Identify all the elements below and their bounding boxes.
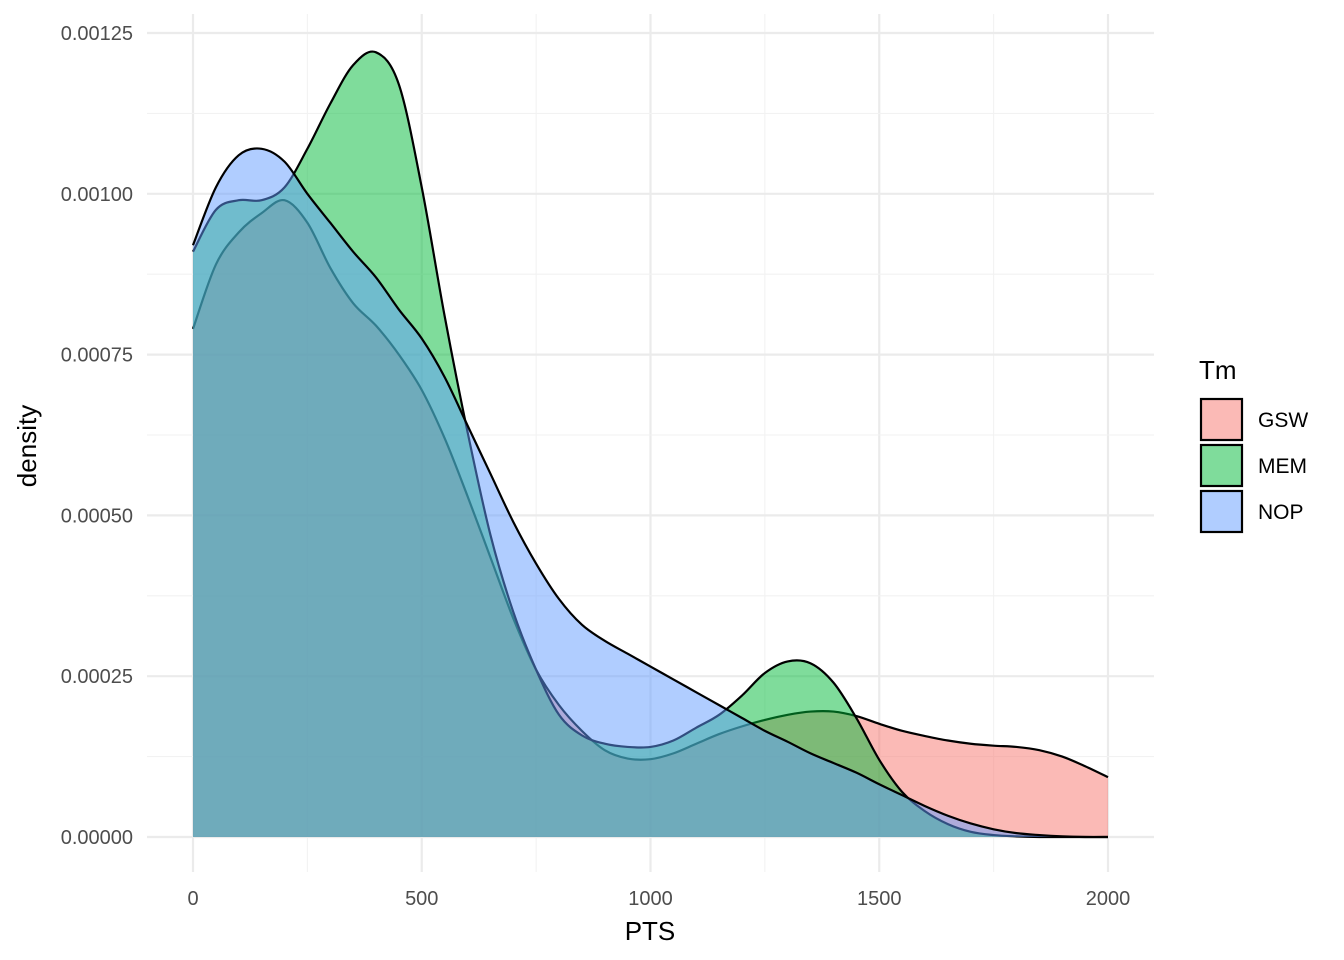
density-area-nop — [193, 148, 1108, 838]
x-tick-label: 500 — [405, 888, 438, 910]
y-tick-label: 0.00100 — [61, 184, 133, 206]
x-axis-title: PTS — [625, 916, 676, 946]
y-tick-label: 0.00000 — [61, 827, 133, 849]
legend: Tm GSW MEM NOP — [1199, 355, 1308, 534]
y-tick-label: 0.00075 — [61, 345, 133, 367]
x-tick-label: 1000 — [628, 888, 673, 910]
x-tick-label: 0 — [187, 888, 198, 910]
legend-title: Tm — [1199, 355, 1237, 385]
y-axis-title: density — [12, 405, 42, 487]
legend-key-mem — [1199, 443, 1244, 488]
x-tick-label: 2000 — [1086, 888, 1131, 910]
y-tick-label: 0.00125 — [61, 23, 133, 45]
legend-key-nop — [1199, 489, 1244, 534]
legend-label-mem: MEM — [1258, 455, 1307, 478]
y-tick-label: 0.00050 — [61, 505, 133, 527]
legend-key-gsw — [1199, 397, 1244, 442]
y-tick-label: 0.00025 — [61, 666, 133, 688]
density-line-nop — [191, 147, 1109, 839]
x-axis-tick-labels: 0 500 1000 1500 2000 — [187, 888, 1130, 910]
x-tick-label: 1500 — [857, 888, 902, 910]
legend-label-gsw: GSW — [1258, 409, 1308, 432]
legend-label-nop: NOP — [1258, 501, 1304, 524]
density-areas — [191, 50, 1109, 839]
y-axis-tick-labels: 0.00000 0.00025 0.00050 0.00075 0.00100 0.001… — [61, 23, 133, 849]
